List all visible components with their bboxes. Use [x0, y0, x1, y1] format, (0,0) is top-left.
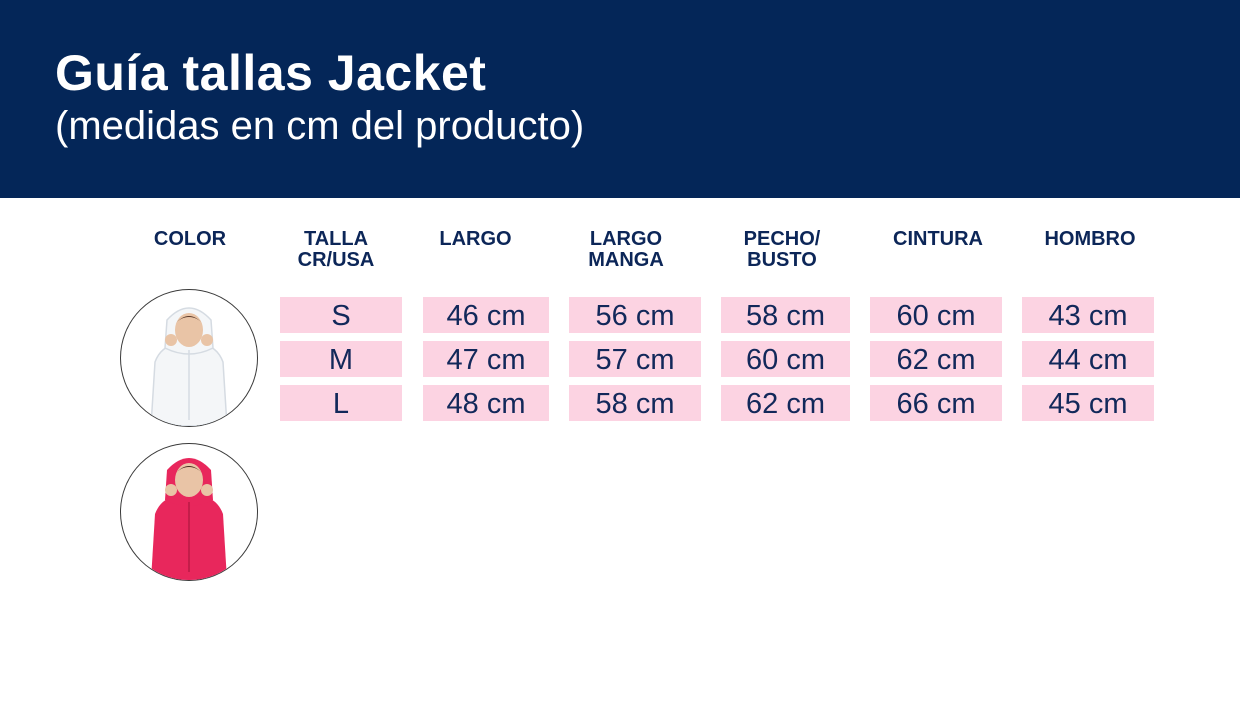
column-header-talla: TALLA CR/USA: [276, 229, 396, 271]
table-cell-largo-manga: 57 cm: [569, 341, 701, 377]
table-cell-largo-manga: 58 cm: [569, 385, 701, 421]
column-header-cintura-label: CINTURA: [893, 228, 983, 250]
column-header-pecho-line1: PECHO/: [743, 228, 821, 250]
table-cell-cintura: 60 cm: [870, 297, 1002, 333]
column-header-largo: LARGO: [423, 229, 528, 250]
table-cell-largo: 47 cm: [423, 341, 549, 377]
pink-jacket-photo: [120, 443, 258, 581]
column-header-cintura: CINTURA: [876, 229, 1000, 250]
column-header-talla-line1: TALLA: [303, 228, 369, 250]
column-header-largo-manga-line1: LARGO: [589, 228, 663, 250]
table-cell-pecho: 60 cm: [721, 341, 850, 377]
column-header-largo-manga: LARGO MANGA: [570, 229, 682, 271]
column-header-talla-line2: CR/USA: [297, 249, 375, 271]
table-cell-hombro: 44 cm: [1022, 341, 1154, 377]
white-jacket-photo: [120, 289, 258, 427]
column-header-pecho: PECHO/ BUSTO: [722, 229, 842, 271]
table-cell-pecho: 62 cm: [721, 385, 850, 421]
column-header-largo-manga-line2: MANGA: [588, 249, 664, 271]
table-cell-talla: L: [280, 385, 402, 421]
table-cell-cintura: 62 cm: [870, 341, 1002, 377]
column-header-color-label: COLOR: [153, 228, 227, 250]
white-jacket-illustration: [150, 307, 228, 426]
table-cell-largo-manga: 56 cm: [569, 297, 701, 333]
table-cell-largo: 46 cm: [423, 297, 549, 333]
page-subtitle: (medidas en cm del producto): [55, 104, 585, 148]
table-cell-largo: 48 cm: [423, 385, 549, 421]
table-cell-hombro: 45 cm: [1022, 385, 1154, 421]
column-header-hombro-label: HOMBRO: [1044, 228, 1136, 250]
column-header-largo-label: LARGO: [439, 228, 512, 250]
page-title: Guía tallas Jacket: [55, 45, 487, 101]
table-cell-talla: M: [280, 341, 402, 377]
pink-jacket-illustration: [151, 458, 227, 580]
table-cell-talla: S: [280, 297, 402, 333]
header-banner: Guía tallas Jacket (medidas en cm del pr…: [0, 0, 1240, 198]
table-cell-cintura: 66 cm: [870, 385, 1002, 421]
table-cell-pecho: 58 cm: [721, 297, 850, 333]
column-header-color: COLOR: [140, 229, 240, 250]
column-header-hombro: HOMBRO: [1028, 229, 1152, 250]
column-header-pecho-line2: BUSTO: [747, 249, 817, 271]
table-cell-hombro: 43 cm: [1022, 297, 1154, 333]
